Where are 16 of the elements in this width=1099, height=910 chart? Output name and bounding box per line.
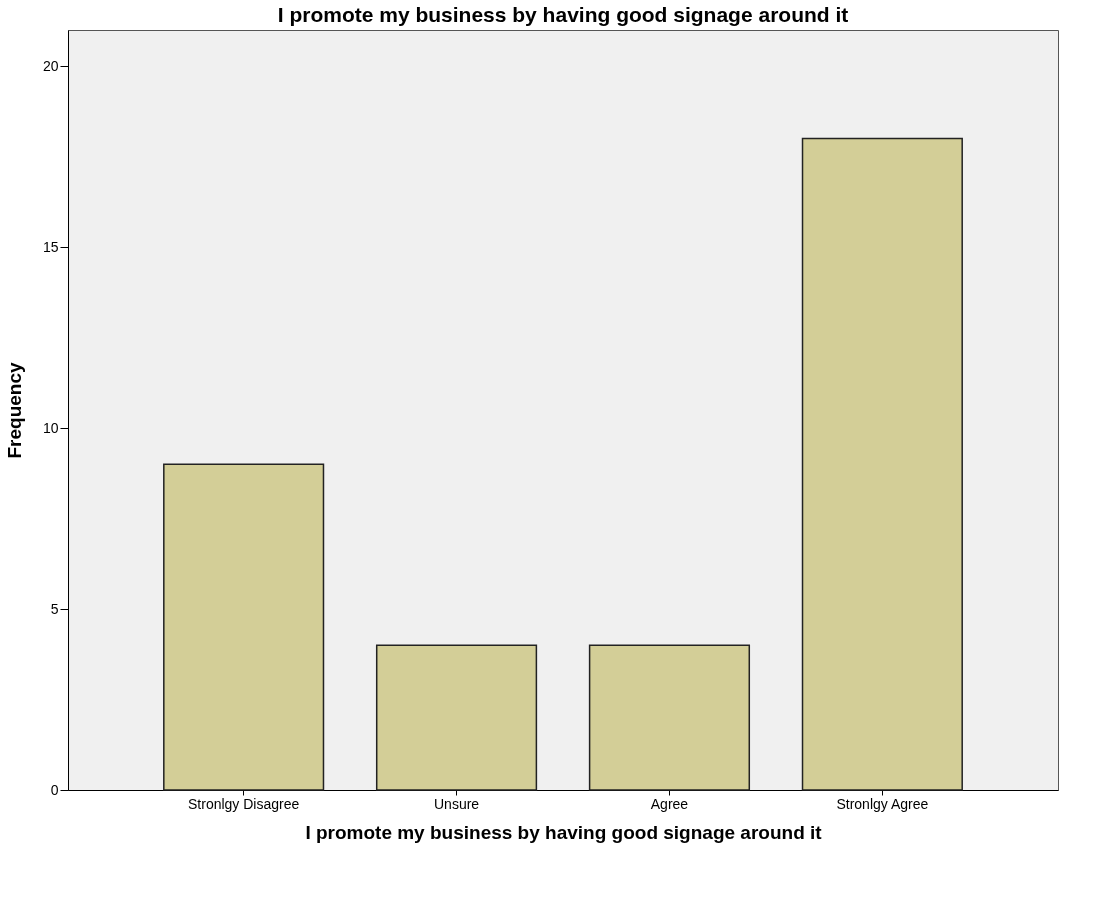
x-tick-label: Agree — [650, 795, 689, 812]
bar — [801, 137, 963, 791]
x-tick-label: Stronlgy Disagree — [188, 795, 300, 812]
y-tick-label: 20 — [42, 57, 59, 74]
x-tick-label: Stronlgy Agree — [836, 795, 929, 812]
bar — [375, 644, 538, 791]
y-axis-title: Frequency — [3, 362, 25, 459]
y-tick-label: 10 — [42, 419, 59, 436]
bar — [588, 644, 751, 791]
chart-title: I promote my business by having good signage around it — [277, 3, 849, 26]
bar — [163, 463, 325, 791]
x-axis-title: I promote my business by having good signage around it — [305, 821, 823, 843]
x-tick-label: Unsure — [433, 795, 480, 812]
y-tick-label: 5 — [50, 600, 59, 617]
y-tick-label: 0 — [50, 781, 59, 798]
y-tick-label: 15 — [42, 238, 59, 255]
